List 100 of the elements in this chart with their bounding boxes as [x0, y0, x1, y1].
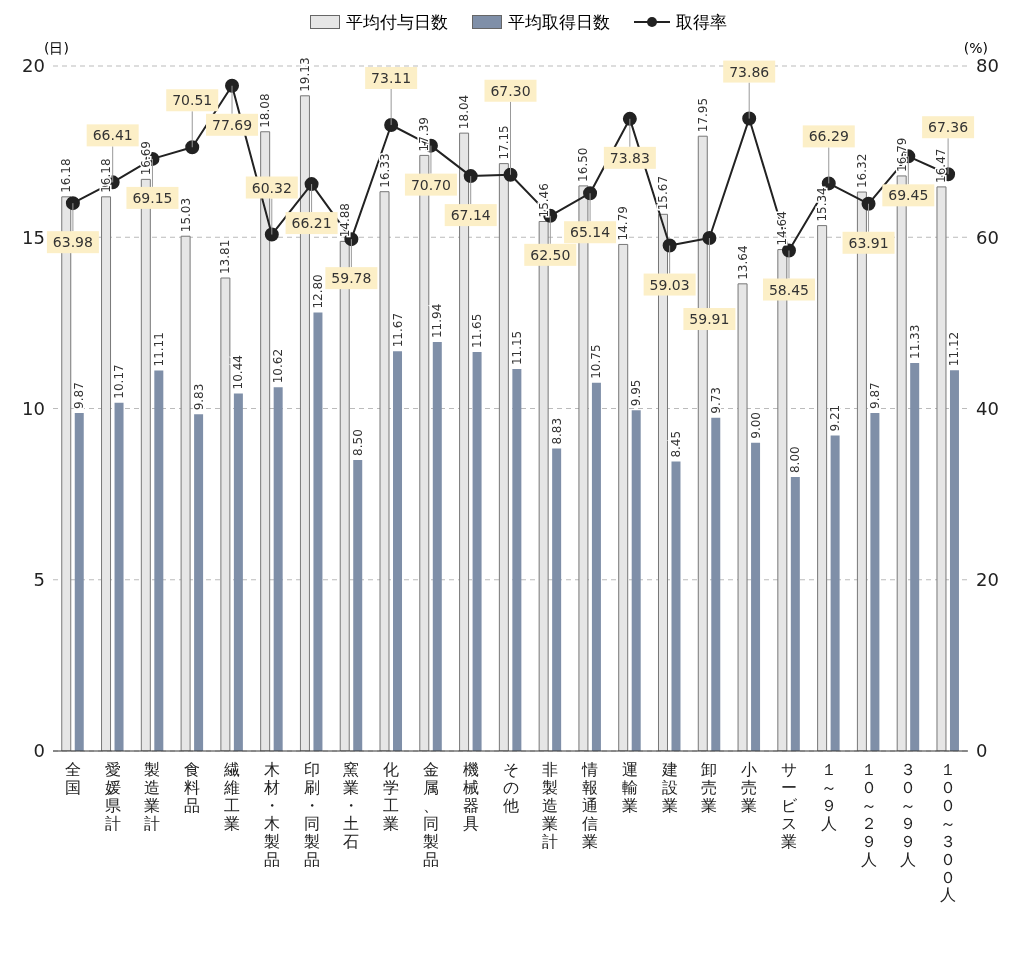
y2-axis-title: (%): [963, 40, 988, 56]
y-axis-title: (日): [44, 40, 69, 58]
data-label: 11.12: [947, 331, 962, 367]
data-label: 16.69: [138, 141, 153, 176]
data-label: 16.33: [377, 153, 392, 188]
x-tick-label: その他: [502, 760, 519, 815]
legend-label: 平均取得日数: [507, 10, 610, 34]
x-tick-label: 木材・木製品: [262, 760, 280, 869]
point: [503, 167, 518, 182]
bar: [830, 435, 840, 751]
data-label: 69.45: [888, 187, 929, 204]
bar: [910, 362, 920, 751]
bar: [737, 283, 748, 751]
data-label: 8.45: [668, 430, 683, 458]
bar: [74, 412, 84, 751]
point: [742, 111, 757, 126]
bar: [817, 225, 828, 751]
data-label: 11.11: [151, 332, 166, 367]
data-label: 77.69: [211, 116, 253, 133]
x-tick-label: 小売業: [741, 760, 758, 815]
bar: [472, 351, 482, 751]
bar: [870, 412, 880, 751]
data-label: 9.21: [828, 404, 843, 432]
data-label: 9.87: [867, 382, 882, 409]
data-label: 16.47: [934, 148, 949, 183]
x-tick-label: 非製造業計: [542, 760, 559, 851]
data-label: 73.83: [609, 149, 650, 166]
x-tick-label: 機械器具: [462, 760, 479, 833]
data-label: 66.29: [808, 128, 849, 145]
data-label: 59.91: [689, 311, 730, 328]
bar: [711, 417, 721, 751]
x-tick-label: 窯業・土石: [343, 760, 360, 851]
y-tick-label: 0: [33, 740, 45, 762]
x-tick-label: 印刷・同製品: [303, 760, 320, 869]
data-label: 9.83: [191, 383, 206, 411]
data-label: 66.21: [291, 215, 332, 232]
data-label: 63.98: [52, 234, 93, 251]
bar: [618, 243, 629, 751]
data-label: 9.00: [748, 412, 763, 439]
data-label: 17.95: [695, 97, 710, 133]
point: [861, 196, 876, 211]
data-label: 62.50: [530, 246, 571, 263]
data-label: 18.08: [258, 93, 273, 128]
data-label: 66.41: [92, 127, 133, 144]
data-label: 8.83: [549, 417, 564, 445]
y2-tick-label: 0: [976, 740, 988, 762]
bar: [498, 163, 509, 751]
data-label: 63.91: [848, 234, 889, 251]
data-label: 11.65: [470, 313, 485, 348]
x-tick-label: 情報通信業: [581, 760, 599, 851]
bar: [949, 370, 959, 751]
data-label: 17.39: [417, 117, 432, 152]
data-label: 73.86: [729, 63, 770, 80]
bar: [790, 477, 800, 751]
y2-tick-label: 60: [976, 226, 999, 248]
point: [622, 111, 637, 126]
x-tick-label: サービス業: [780, 760, 798, 851]
bar: [552, 448, 562, 751]
data-label: 59.03: [649, 276, 690, 293]
bar: [631, 410, 641, 751]
x-tick-label: 運輸業: [621, 760, 638, 815]
data-label: 10.75: [589, 344, 604, 379]
data-label: 10.17: [112, 364, 127, 399]
data-label: 15.67: [655, 175, 670, 211]
point: [304, 177, 319, 192]
bar: [101, 196, 112, 751]
legend-label: 取得率: [675, 10, 727, 34]
data-label: 16.18: [59, 158, 74, 193]
bar: [233, 393, 243, 751]
data-label: 9.95: [629, 379, 644, 407]
data-label: 16.18: [99, 158, 114, 193]
x-tick-label: 金属、同製品: [422, 760, 439, 869]
x-tick-label: 化学工業: [383, 760, 400, 833]
bar: [114, 402, 124, 751]
legend-label: 平均付与日数: [345, 10, 448, 34]
x-tick-label: １００～３００人: [940, 760, 957, 905]
point: [264, 227, 279, 242]
bar: [194, 414, 204, 751]
data-label: 70.70: [410, 176, 451, 193]
data-label: 16.50: [576, 147, 591, 182]
y2-tick-label: 20: [976, 569, 999, 591]
x-tick-label: １～９人: [820, 760, 837, 833]
bar: [273, 387, 283, 751]
y2-tick-label: 40: [976, 397, 999, 419]
x-tick-label: １０～２９人: [860, 760, 877, 869]
data-label: 13.64: [735, 245, 750, 280]
y-tick-label: 15: [22, 226, 45, 248]
data-label: 11.33: [907, 324, 922, 359]
data-label: 14.79: [616, 206, 631, 241]
bar: [512, 369, 522, 751]
bar: [313, 312, 323, 751]
data-label: 13.81: [218, 239, 233, 275]
data-label: 18.04: [457, 94, 472, 130]
x-tick-label: 繊維工業: [223, 760, 241, 833]
data-label: 67.14: [450, 207, 491, 224]
bar: [154, 370, 164, 751]
bar: [353, 459, 363, 751]
data-label: 14.88: [337, 203, 352, 238]
data-label: 17.15: [496, 125, 511, 160]
point: [384, 118, 399, 132]
